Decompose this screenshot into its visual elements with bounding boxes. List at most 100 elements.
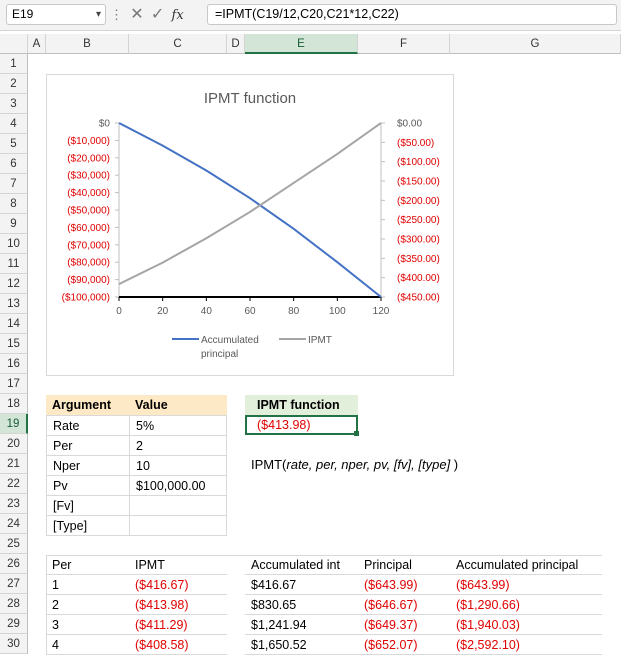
x-tick-label: 40 xyxy=(201,306,213,317)
fx-icon[interactable]: fx xyxy=(171,8,184,23)
sched-cell[interactable]: $1,650.52 xyxy=(245,635,358,655)
arg-value-cell[interactable]: 5% xyxy=(129,415,227,436)
col-header-C[interactable]: C xyxy=(129,34,227,54)
right-tick-label: ($300.00) xyxy=(397,235,440,246)
row-header-22[interactable]: 22 xyxy=(0,474,28,494)
sched-cell[interactable]: ($1,940.03) xyxy=(450,615,602,635)
sched-cell[interactable]: ($649.37) xyxy=(358,615,450,635)
ipmt-header[interactable]: IPMT function xyxy=(245,395,358,415)
sched-cell[interactable]: ($408.58) xyxy=(129,635,227,655)
sched-header[interactable]: Per xyxy=(46,555,129,575)
row-header-17[interactable]: 17 xyxy=(0,374,28,394)
x-tick-label: 60 xyxy=(244,306,256,317)
sched-cell[interactable]: ($652.07) xyxy=(358,635,450,655)
ipmt-result-cell[interactable]: ($413.98) xyxy=(245,415,358,435)
cancel-icon[interactable]: ✕ xyxy=(130,6,144,23)
right-tick-label: ($200.00) xyxy=(397,196,440,207)
sched-cell[interactable]: ($1,290.66) xyxy=(450,595,602,615)
row-header-15[interactable]: 15 xyxy=(0,334,28,354)
confirm-icon[interactable]: ✓ xyxy=(150,6,165,23)
arg-header[interactable]: Argument xyxy=(46,395,129,415)
col-header-B[interactable]: B xyxy=(46,34,129,54)
row-header-21[interactable]: 21 xyxy=(0,454,28,474)
sched-cell[interactable]: 3 xyxy=(46,615,129,635)
sched-cell[interactable]: ($646.67) xyxy=(358,595,450,615)
sched-cell[interactable]: ($2,592.10) xyxy=(450,635,602,655)
row-header-7[interactable]: 7 xyxy=(0,174,28,194)
formula-icons: ⋮ ✕ ✓ fx xyxy=(110,4,184,25)
fill-handle[interactable] xyxy=(354,431,359,436)
arg-value-cell[interactable]: 2 xyxy=(129,435,227,456)
arg-value-cell[interactable] xyxy=(129,515,227,536)
arg-name-cell[interactable]: Rate xyxy=(46,415,130,436)
sched-cell[interactable]: 2 xyxy=(46,595,129,615)
sched-cell[interactable]: ($413.98) xyxy=(129,595,227,615)
row-header-6[interactable]: 6 xyxy=(0,154,28,174)
arg-value-cell[interactable]: $100,000.00 xyxy=(129,475,227,496)
sched-cell[interactable]: $830.65 xyxy=(245,595,358,615)
more-icon[interactable]: ⋮ xyxy=(110,7,123,22)
row-header-18[interactable]: 18 xyxy=(0,394,28,414)
name-box[interactable]: E19 ▾ xyxy=(6,4,106,25)
left-tick-label: ($30,000) xyxy=(67,171,110,182)
sched-cell[interactable]: $416.67 xyxy=(245,575,358,595)
row-header-11[interactable]: 11 xyxy=(0,254,28,274)
row-header-27[interactable]: 27 xyxy=(0,574,28,594)
right-tick-label: ($100.00) xyxy=(397,157,440,168)
sched-header[interactable]: Accumulated principal xyxy=(450,555,602,575)
row-header-1[interactable]: 1 xyxy=(0,54,28,74)
row-header-26[interactable]: 26 xyxy=(0,554,28,574)
formula-input[interactable]: =IPMT(C19/12,C20,C21*12,C22) xyxy=(207,4,617,25)
col-header-F[interactable]: F xyxy=(358,34,450,54)
arg-name-cell[interactable]: [Type] xyxy=(46,515,130,536)
row-header-5[interactable]: 5 xyxy=(0,134,28,154)
row-header-2[interactable]: 2 xyxy=(0,74,28,94)
sched-header[interactable]: Principal xyxy=(358,555,450,575)
row-header-9[interactable]: 9 xyxy=(0,214,28,234)
row-header-30[interactable]: 30 xyxy=(0,634,28,654)
arg-value-cell[interactable] xyxy=(129,495,227,516)
col-header-E[interactable]: E xyxy=(245,34,358,54)
arg-name-cell[interactable]: Per xyxy=(46,435,130,456)
row-header-23[interactable]: 23 xyxy=(0,494,28,514)
row-header-24[interactable]: 24 xyxy=(0,514,28,534)
chevron-down-icon[interactable]: ▾ xyxy=(95,9,101,20)
sched-cell[interactable]: 1 xyxy=(46,575,129,595)
row-header-12[interactable]: 12 xyxy=(0,274,28,294)
col-header-G[interactable]: G xyxy=(450,34,621,54)
sched-cell[interactable]: ($411.29) xyxy=(129,615,227,635)
row-header-19[interactable]: 19 xyxy=(0,414,28,434)
chart[interactable]: IPMT function $0 ($10,000) ($20,000) ($30,00… xyxy=(46,74,454,376)
row-header-20[interactable]: 20 xyxy=(0,434,28,454)
row-header-14[interactable]: 14 xyxy=(0,314,28,334)
x-tick-label: 0 xyxy=(116,306,122,317)
sched-cell[interactable]: ($643.99) xyxy=(450,575,602,595)
row-header-4[interactable]: 4 xyxy=(0,114,28,134)
col-header-A[interactable]: A xyxy=(28,34,46,54)
value-header[interactable]: Value xyxy=(129,395,227,415)
x-tick-label: 100 xyxy=(329,306,346,317)
left-tick-label: ($50,000) xyxy=(67,206,110,217)
arg-name-cell[interactable]: Pv xyxy=(46,475,130,496)
row-header-25[interactable]: 25 xyxy=(0,534,28,554)
sched-cell[interactable]: ($416.67) xyxy=(129,575,227,595)
sched-header[interactable]: Accumulated int xyxy=(245,555,358,575)
arg-name-cell[interactable]: Nper xyxy=(46,455,130,476)
row-header-3[interactable]: 3 xyxy=(0,94,28,114)
select-all-corner[interactable] xyxy=(0,34,28,54)
sched-cell[interactable]: $1,241.94 xyxy=(245,615,358,635)
sched-header[interactable]: IPMT xyxy=(129,555,227,575)
sched-cell[interactable]: 4 xyxy=(46,635,129,655)
arg-value-cell[interactable]: 10 xyxy=(129,455,227,476)
row-header-8[interactable]: 8 xyxy=(0,194,28,214)
arg-name-cell[interactable]: [Fv] xyxy=(46,495,130,516)
sched-cell[interactable]: ($643.99) xyxy=(358,575,450,595)
row-header-16[interactable]: 16 xyxy=(0,354,28,374)
row-header-13[interactable]: 13 xyxy=(0,294,28,314)
row-header-28[interactable]: 28 xyxy=(0,594,28,614)
x-tick-label: 120 xyxy=(373,306,390,317)
syntax-fn: IPMT( xyxy=(251,457,287,472)
row-header-10[interactable]: 10 xyxy=(0,234,28,254)
col-header-D[interactable]: D xyxy=(227,34,245,54)
row-header-29[interactable]: 29 xyxy=(0,614,28,634)
